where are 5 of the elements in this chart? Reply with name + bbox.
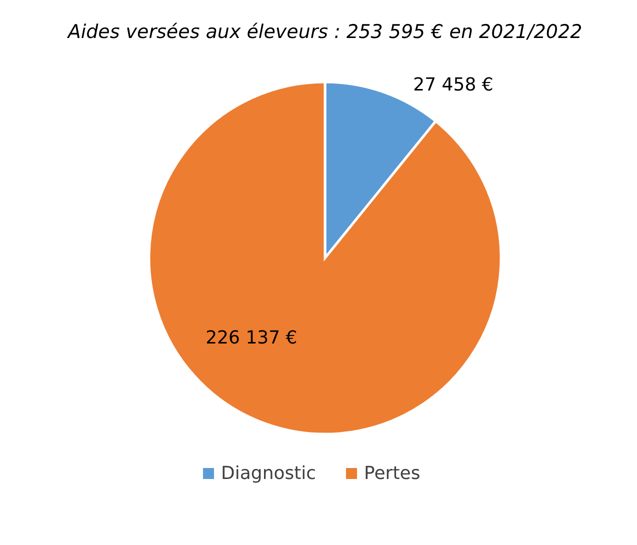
legend-label: Diagnostic — [221, 462, 316, 484]
data-label: 226 137 € — [206, 327, 298, 348]
chart-title: Aides versées aux éleveurs : 253 595 € en 2021/2022 — [66, 21, 582, 43]
legend-label: Pertes — [364, 462, 420, 484]
data-label: 27 458 € — [413, 74, 494, 96]
